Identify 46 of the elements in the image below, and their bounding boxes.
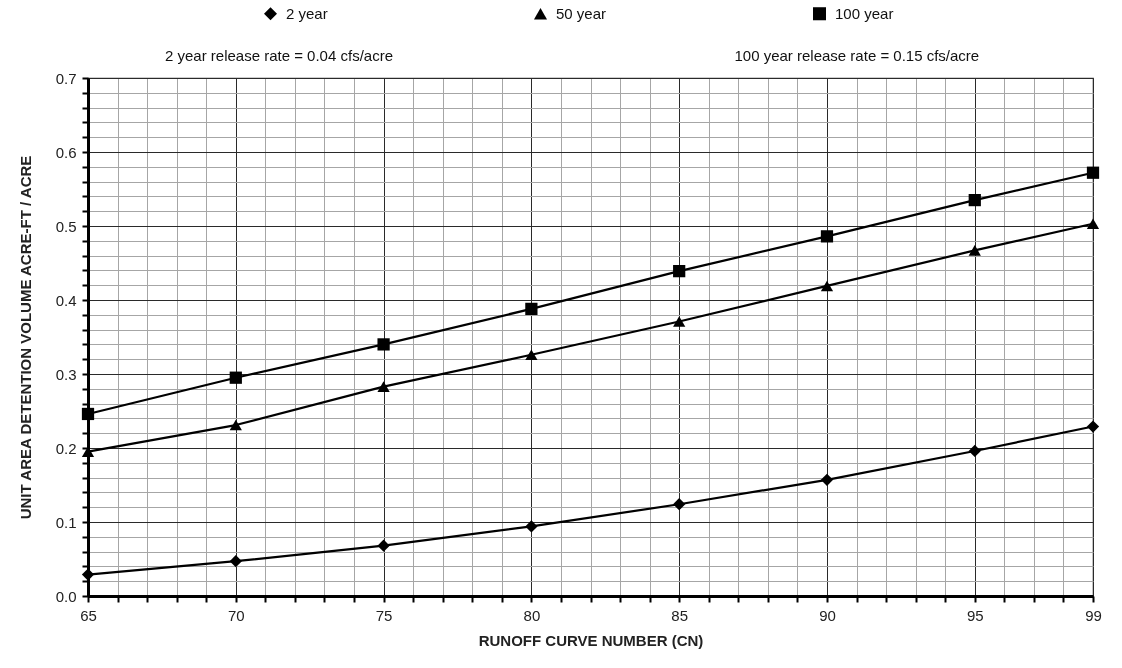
x-tick-label: 65	[80, 606, 97, 624]
legend-label: 2 year	[286, 4, 328, 22]
y-tick-label: 0.4	[55, 291, 77, 309]
point	[1086, 218, 1100, 230]
y-tick-label: 0.3	[55, 365, 77, 383]
point	[968, 245, 981, 256]
x-tick-label: 99	[1085, 606, 1102, 624]
point	[81, 568, 95, 581]
text: 100 year release rate = 0.15 cfs/acre	[734, 47, 980, 64]
y-tick-label: 0.2	[55, 439, 77, 457]
point	[229, 419, 242, 431]
point	[81, 407, 95, 421]
x-axis-title: RUNOFF CURVE NUMBER (CN)	[478, 631, 704, 649]
x-tick-label: 80	[523, 606, 541, 624]
point	[968, 193, 981, 207]
y-tick-label: 0.6	[55, 143, 77, 161]
point	[229, 371, 242, 384]
point	[820, 230, 834, 243]
y-tick-label: 0.5	[55, 217, 77, 235]
point	[525, 349, 538, 361]
point	[1086, 166, 1100, 179]
legend-label: 100 year	[835, 4, 894, 22]
point	[377, 381, 390, 392]
point	[229, 555, 242, 568]
x-tick-label: 95	[966, 606, 984, 624]
point	[377, 539, 390, 552]
x-tick-label: 70	[227, 606, 245, 624]
y-axis-title: UNIT AREA DETENTION VOLUME ACRE-FT / ACRE	[16, 155, 34, 520]
point	[820, 473, 834, 486]
point	[820, 280, 834, 292]
point	[673, 498, 686, 511]
y-tick-label: 0.7	[55, 69, 77, 87]
y-tick-label: 0.0	[55, 587, 77, 605]
point	[525, 302, 538, 315]
x-tick-label: 75	[375, 606, 393, 624]
x-tick-label: 85	[671, 606, 689, 624]
legend-label: 50 year	[556, 4, 607, 22]
y-tick-label: 0.1	[55, 513, 77, 531]
x-tick-label: 90	[819, 606, 836, 624]
text: 2 year release rate = 0.04 cfs/acre	[164, 47, 393, 64]
point	[525, 520, 538, 533]
point	[968, 444, 981, 458]
point	[673, 265, 686, 278]
point	[1086, 420, 1100, 433]
point	[377, 338, 390, 351]
point	[673, 316, 686, 327]
